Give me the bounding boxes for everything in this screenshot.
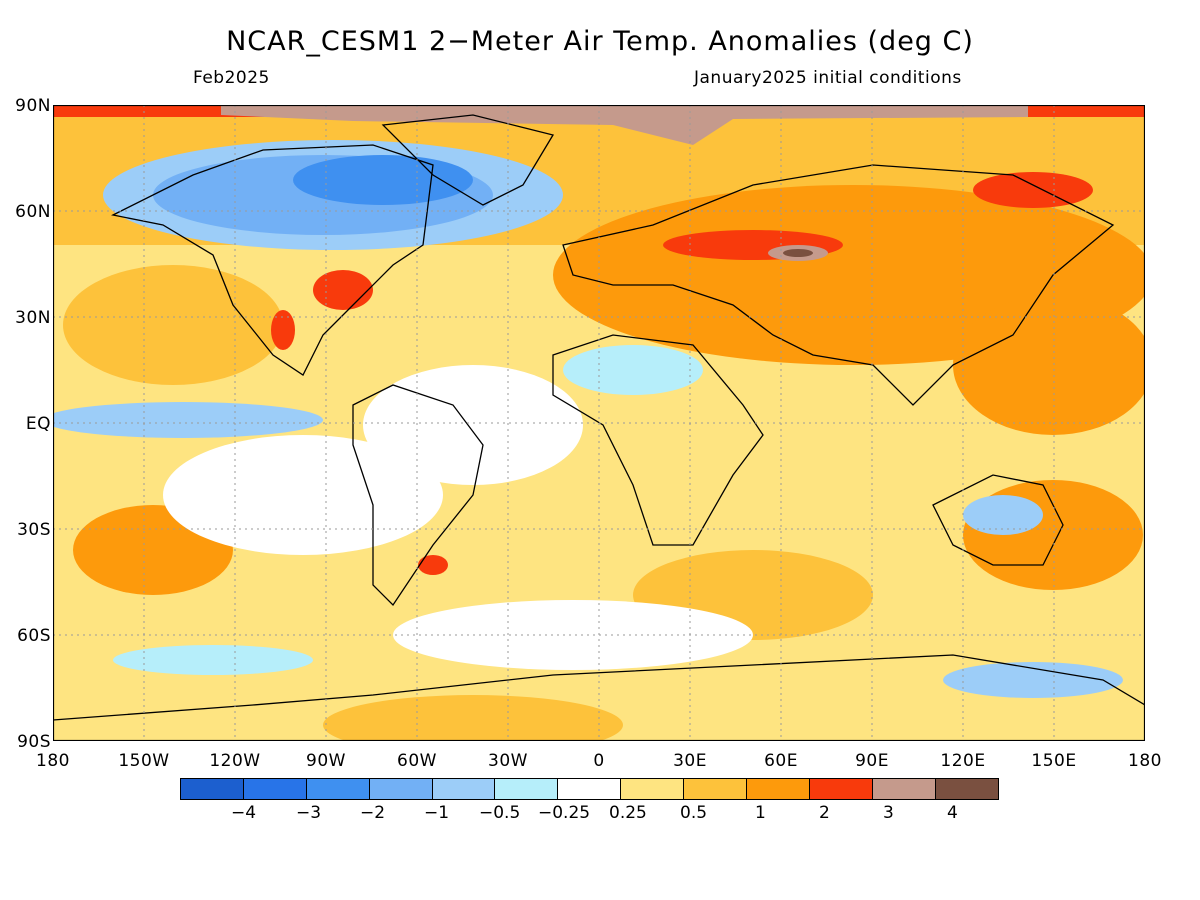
colorbar-label: −4 <box>231 803 257 823</box>
colorbar-swatch <box>683 778 748 800</box>
colorbar-swatch <box>180 778 244 800</box>
west-pacific-warm <box>953 295 1145 435</box>
lon-label-60e: 60E <box>764 751 798 771</box>
argentina-hot <box>418 555 448 575</box>
colorbar-label: 1 <box>755 803 766 823</box>
colorbar-label: −0.25 <box>538 803 591 823</box>
eastern-us-hot <box>313 270 373 310</box>
colorbar-swatch <box>494 778 559 800</box>
colorbar-swatch <box>305 778 370 800</box>
mexico-hot <box>271 310 295 350</box>
north-america-cold-core <box>293 155 473 205</box>
lon-label-90w: 90W <box>306 751 346 771</box>
colorbar-label: −1 <box>424 803 450 823</box>
anomaly-map-svg <box>53 105 1145 741</box>
colorbar-swatch <box>368 778 433 800</box>
colorbar-swatch <box>242 778 307 800</box>
lat-label-eq: EQ <box>25 414 51 434</box>
colorbar-swatch <box>934 778 999 800</box>
forecast-month: Feb2025 <box>193 68 270 88</box>
initial-conditions: January2025 initial conditions <box>694 68 962 88</box>
colorbar-swatch <box>620 778 685 800</box>
lat-label-90s: 90S <box>17 732 51 752</box>
colorbar-label: 0.25 <box>609 803 647 823</box>
chart-title: NCAR_CESM1 2−Meter Air Temp. Anomalies (… <box>226 26 974 57</box>
colorbar-swatch <box>871 778 936 800</box>
greenland-outline <box>381 114 555 206</box>
east-antarctic-cool <box>943 662 1123 698</box>
lon-label-120e: 120E <box>940 751 986 771</box>
lat-label-90n: 90N <box>15 96 51 116</box>
equatorial-pacific-cool <box>53 402 323 438</box>
colorbar-swatch <box>557 778 622 800</box>
australia-cool <box>963 495 1043 535</box>
north-america-outline <box>111 144 434 376</box>
south-pacific-cool <box>113 645 313 675</box>
arctic-extreme <box>221 105 1028 145</box>
colorbar-label: 2 <box>819 803 830 823</box>
lon-label-30e: 30E <box>673 751 707 771</box>
mongolia-peak <box>783 249 813 257</box>
lon-label-150e: 150E <box>1031 751 1077 771</box>
antarctica-outline <box>53 654 1145 721</box>
lon-label-120w: 120W <box>209 751 261 771</box>
colorbar-swatch <box>808 778 873 800</box>
colorbar-label: −0.5 <box>479 803 521 823</box>
colorbar-label: −2 <box>360 803 386 823</box>
africa-outline <box>552 334 764 546</box>
colorbar-label: 4 <box>947 803 958 823</box>
colorbar <box>180 778 999 800</box>
lon-label-30w: 30W <box>488 751 528 771</box>
coastlines <box>53 114 1145 721</box>
lon-label-90e: 90E <box>855 751 889 771</box>
australia-outline <box>932 474 1064 566</box>
pacific-warm-region <box>63 265 283 385</box>
colorbar-swatch <box>746 778 810 800</box>
siberia-hot <box>973 172 1093 208</box>
east-pacific-neutral <box>163 435 443 555</box>
sahara-cool <box>563 345 703 395</box>
lon-label-180e: 180 <box>1128 751 1162 771</box>
atlantic-neutral <box>363 365 583 485</box>
anomaly-map <box>53 105 1145 741</box>
lat-label-60s: 60S <box>17 626 51 646</box>
antarctic-warm <box>323 695 623 741</box>
map-border <box>53 105 1145 741</box>
lat-label-30s: 30S <box>17 520 51 540</box>
southern-ocean-neutral <box>393 600 753 670</box>
lat-label-30n: 30N <box>15 308 51 328</box>
lon-label-0: 0 <box>593 751 605 771</box>
lon-label-180w: 180 <box>36 751 70 771</box>
lat-label-60n: 60N <box>15 202 51 222</box>
lon-label-150w: 150W <box>118 751 170 771</box>
colorbar-swatch <box>431 778 496 800</box>
south-america-outline <box>352 384 484 607</box>
colorbar-label: −3 <box>296 803 322 823</box>
eurasia-outline <box>562 164 1115 406</box>
colorbar-label: 0.5 <box>680 803 708 823</box>
lon-label-60w: 60W <box>397 751 437 771</box>
colorbar-label: 3 <box>883 803 894 823</box>
graticule <box>53 105 1145 741</box>
